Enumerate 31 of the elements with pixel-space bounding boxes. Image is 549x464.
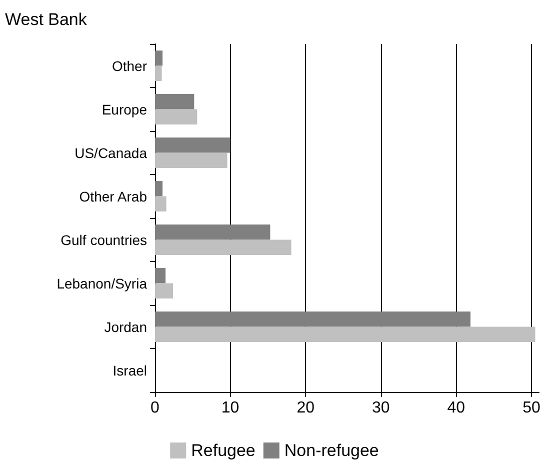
bar <box>155 326 536 342</box>
bar <box>155 181 163 196</box>
chart-title: West Bank <box>5 10 88 29</box>
bar <box>155 283 174 298</box>
bar <box>155 268 166 284</box>
x-tick-label: 40 <box>447 400 466 416</box>
y-tick-label: Israel <box>112 362 147 378</box>
y-tick-label: Other Arab <box>79 188 148 204</box>
x-tick-label: 10 <box>221 400 240 416</box>
y-tick-label: Jordan <box>104 318 147 335</box>
legend-label: Non-refugee <box>284 441 379 460</box>
x-tick-label: 50 <box>522 400 540 416</box>
bar <box>155 224 270 240</box>
bar <box>155 152 228 168</box>
y-tick-label: US/Canada <box>74 144 148 161</box>
bar <box>155 240 292 255</box>
bar <box>155 196 166 212</box>
bar <box>155 66 162 81</box>
x-tick-label: 30 <box>372 400 390 416</box>
y-tick-label: Gulf countries <box>60 232 147 248</box>
x-tick-label: 20 <box>296 400 315 416</box>
y-tick-label: Lebanon/Syria <box>56 275 148 292</box>
y-tick-label: Other <box>112 58 148 74</box>
bar <box>155 312 470 327</box>
bar <box>155 109 198 124</box>
legend-label: Refugee <box>191 441 256 460</box>
y-tick-label: Europe <box>102 101 148 118</box>
x-tick-label: 0 <box>150 400 160 416</box>
bar <box>155 138 230 153</box>
bar <box>155 94 194 110</box>
bar <box>155 50 163 66</box>
